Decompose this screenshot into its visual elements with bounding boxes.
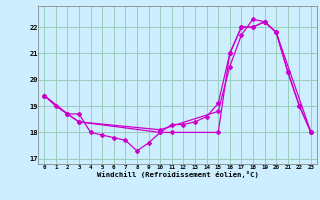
X-axis label: Windchill (Refroidissement éolien,°C): Windchill (Refroidissement éolien,°C) <box>97 171 259 178</box>
